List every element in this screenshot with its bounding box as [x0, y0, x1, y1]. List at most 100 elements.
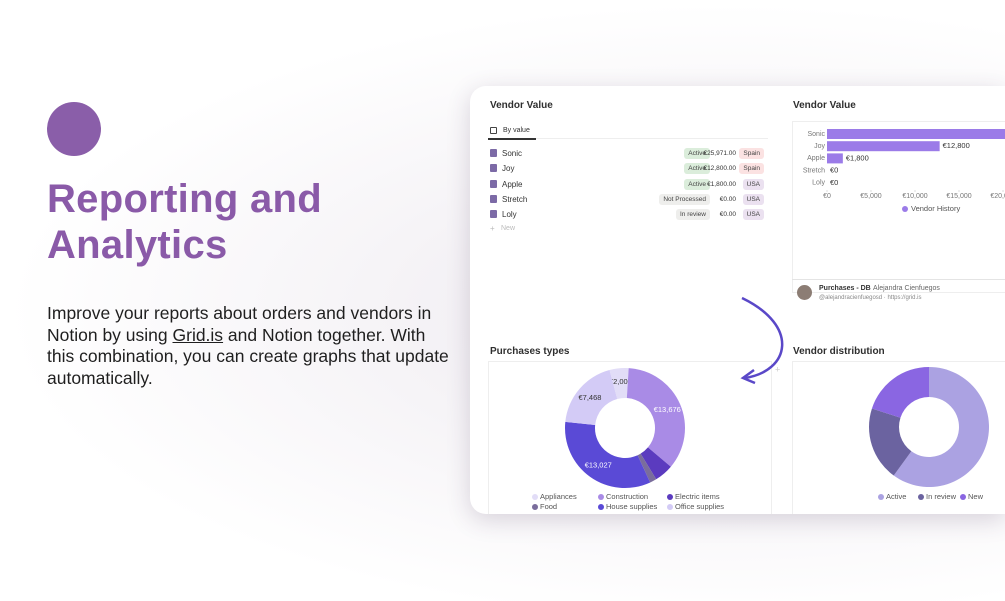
table-row: Stretch Not Processed €0.00 USA: [490, 193, 766, 207]
y-tick-label: Apple: [807, 155, 825, 162]
tab-icon: [490, 127, 497, 134]
status-pill: Not Processed: [659, 193, 710, 205]
country-pill: Spain: [739, 148, 764, 159]
x-tick-label: €5,000: [860, 193, 882, 200]
y-tick-label: Sonic: [807, 131, 825, 138]
legend-swatch: [667, 504, 673, 510]
tab[interactable]: By value: [503, 127, 530, 134]
country-pill: Spain: [739, 163, 764, 175]
chart-title: Vendor Value: [793, 100, 856, 111]
donut-segment: [565, 421, 651, 489]
legend-swatch: [902, 206, 908, 212]
row-icon: [490, 210, 497, 219]
donut-segment: [893, 367, 989, 487]
donut-segment: [637, 453, 657, 483]
y-tick-label: Loly: [812, 180, 825, 187]
table-row: Joy Active €12,800.00 Spain: [490, 162, 766, 176]
footer-meta: @alejandracienfuegosd · https://grid.is: [819, 295, 922, 301]
chart-title: Vendor distribution: [793, 346, 885, 357]
legend-label: Office supplies: [675, 502, 724, 511]
panel-border: [792, 121, 1005, 293]
status-pill: Active: [684, 178, 710, 190]
row-name: Stretch: [502, 194, 528, 204]
dashboard-card: Vendor Value By value Sonic Active €25,971…: [470, 86, 1005, 514]
new-plus: +: [490, 224, 495, 233]
amount: €12,800.00: [703, 165, 736, 173]
table-title: Vendor Value: [490, 100, 553, 111]
tab-underline: [488, 138, 536, 140]
country-pill: USA: [742, 193, 764, 205]
x-tick-label: €15,000: [946, 193, 971, 200]
row-icon: [490, 179, 497, 188]
legend-swatch: [878, 494, 884, 500]
legend-label: Active: [886, 492, 906, 501]
value-label: €0: [830, 178, 838, 187]
table-row: Apple Active €1,800.00 USA: [490, 178, 766, 192]
row-name: Apple: [502, 179, 523, 189]
amount: €0.00: [719, 211, 736, 219]
charts: + €0 €5,000 €10,000 €15,000 €20,000 Sonic Joy A…: [532, 129, 1005, 511]
legend-swatch: [960, 494, 966, 500]
row-icon: [490, 194, 497, 203]
logo-circle: [47, 102, 101, 156]
divider: [488, 138, 768, 139]
value-label: €0: [830, 166, 838, 175]
row-icon: [490, 164, 497, 173]
legend-label: Vendor History: [911, 204, 960, 213]
legend-label: Construction: [606, 492, 648, 501]
legend-label: New: [968, 492, 984, 501]
x-tick-label: €10,000: [902, 193, 927, 200]
bar: [827, 141, 940, 152]
value-label: €7,468: [579, 393, 602, 402]
country-pill: USA: [742, 178, 764, 190]
hero-body: Improve your reports about orders and ve…: [47, 303, 452, 389]
donut-segment: [871, 367, 929, 418]
arrow: [741, 296, 784, 380]
title-line: Reporting and: [47, 177, 322, 221]
footer-source: Purchases - DB: [819, 285, 871, 292]
y-tick-label: Joy: [814, 143, 825, 150]
new-row[interactable]: New: [501, 225, 516, 232]
legend-swatch: [532, 504, 538, 510]
arrow-head: [740, 368, 756, 385]
legend-swatch: [667, 494, 673, 500]
donut-segment: [640, 447, 671, 480]
donut-segment: [609, 368, 629, 400]
value-label: €12,800: [943, 141, 970, 150]
value-label: €13,027: [585, 460, 612, 469]
body-text: Improve your reports about orders and ve…: [47, 303, 432, 345]
add-icon: +: [775, 364, 780, 374]
legend-label: House supplies: [606, 502, 658, 511]
legend-label: Appliances: [540, 492, 577, 501]
value-label: €13,676: [654, 405, 681, 414]
chart-title: Purchases types: [490, 346, 570, 357]
amount: €25,971.00: [703, 150, 736, 157]
link[interactable]: Grid.is: [172, 324, 224, 345]
panel-border: [792, 361, 1005, 514]
status-pill: In review: [675, 209, 710, 221]
row-name: Joy: [502, 164, 515, 174]
row-icon: [490, 149, 497, 157]
panel-border: [488, 361, 772, 514]
legend-swatch: [598, 494, 604, 500]
legend-label: In review: [926, 492, 957, 501]
legend-label: Electric items: [675, 492, 720, 501]
table-row: Loly In review €0.00 USA: [490, 208, 766, 222]
status-pill: Active: [684, 148, 710, 159]
legend-swatch: [918, 494, 924, 500]
value-label: €1,800: [846, 153, 869, 162]
footer-author: Alejandra Cienfuegos: [873, 285, 940, 292]
x-tick-label: €20,000: [990, 193, 1005, 200]
avatar: [797, 285, 812, 300]
y-tick-label: Stretch: [803, 167, 825, 174]
row-name: Loly: [502, 210, 517, 220]
value-label: €2,000: [609, 377, 632, 386]
amount: €0.00: [719, 195, 736, 203]
donut-segment: [565, 370, 618, 425]
table-row: Sonic Active €25,971.00 Spain: [490, 147, 766, 161]
legend-swatch: [598, 504, 604, 510]
x-tick-label: €0: [823, 193, 831, 200]
country-pill: USA: [742, 209, 764, 221]
hero-title: Reporting and Analytics: [47, 176, 322, 268]
